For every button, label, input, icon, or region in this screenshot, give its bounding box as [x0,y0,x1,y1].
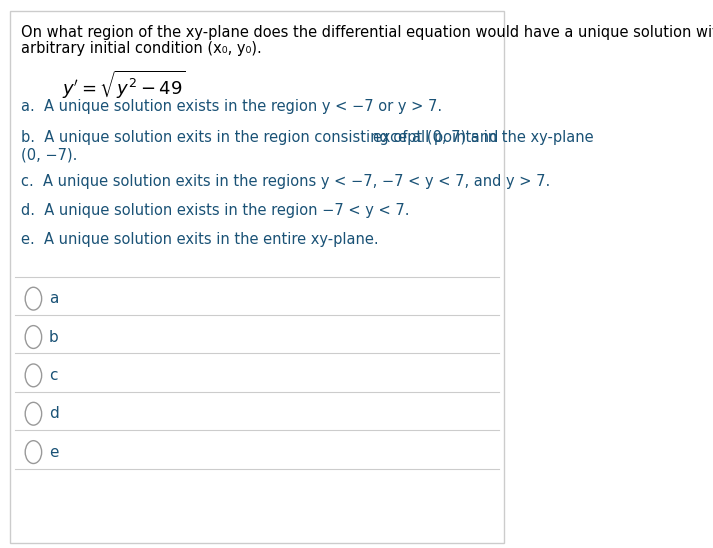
Text: e: e [49,444,58,460]
Text: c.  A unique solution exits in the regions y < −7, −7 < y < 7, and y > 7.: c. A unique solution exits in the region… [21,174,550,189]
Text: (0, −7).: (0, −7). [21,148,77,163]
Text: On what region of the xy-plane does the differential equation would have a uniqu: On what region of the xy-plane does the … [21,25,713,39]
Text: arbitrary initial condition (x₀, y₀).: arbitrary initial condition (x₀, y₀). [21,41,262,56]
Text: c: c [49,368,57,383]
Text: a.  A unique solution exists in the region y < −7 or y > 7.: a. A unique solution exists in the regio… [21,99,441,113]
Text: $y' = \sqrt{y^2 - 49}$: $y' = \sqrt{y^2 - 49}$ [62,68,185,101]
Text: b: b [49,329,58,345]
Text: d.  A unique solution exists in the region −7 < y < 7.: d. A unique solution exists in the regio… [21,203,409,218]
Text: b.  A unique solution exits in the region consisting of all points in the xy-pla: b. A unique solution exits in the region… [21,130,593,145]
FancyBboxPatch shape [10,11,504,543]
Text: e.  A unique solution exits in the entire xy-plane.: e. A unique solution exits in the entire… [21,232,378,247]
Text: except (0, 7) and: except (0, 7) and [373,130,498,145]
Text: d: d [49,406,58,421]
Text: a: a [49,291,58,306]
